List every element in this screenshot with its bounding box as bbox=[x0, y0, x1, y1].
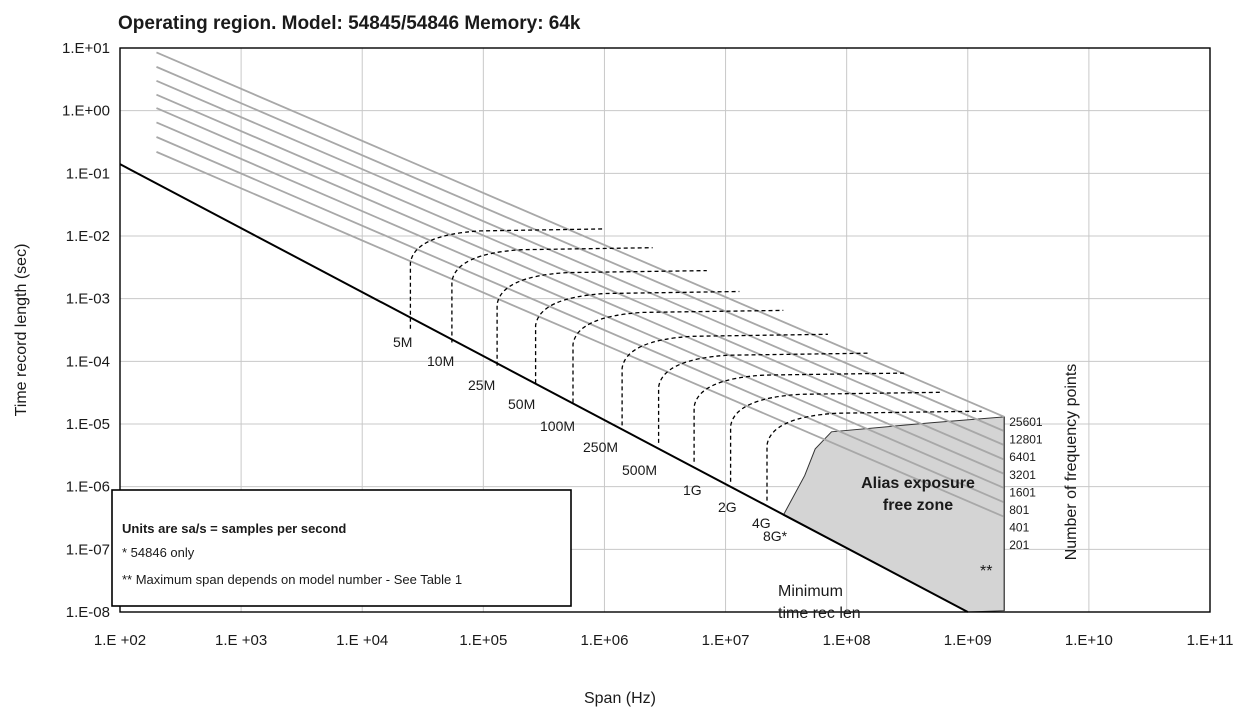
rate-label-100M: 100M bbox=[540, 418, 575, 434]
sample-rate-curve-100M bbox=[572, 309, 784, 403]
x-tick-labels: 1.E +02 1.E +03 1.E +04 1.E+05 1.E+06 1.E+07 1… bbox=[94, 632, 1234, 649]
notes-heading: Units are sa/s = samples per second bbox=[122, 521, 346, 536]
freq-label-201: 201 bbox=[1009, 538, 1029, 552]
alias-zone-label-line2: free zone bbox=[883, 497, 953, 514]
freq-label-401: 401 bbox=[1009, 521, 1029, 535]
sample-rate-curve-2G bbox=[729, 391, 941, 482]
rate-label-250M: 250M bbox=[583, 439, 618, 455]
alias-zone-label-line1: Alias exposure bbox=[861, 475, 975, 492]
freq-label-6401: 6401 bbox=[1009, 450, 1036, 464]
y-tick-label-2: 1.E-01 bbox=[66, 165, 110, 182]
sample-rate-curve-500M bbox=[657, 352, 869, 443]
freq-line-201 bbox=[156, 151, 1005, 518]
y-tick-label-9: 1.E-08 bbox=[66, 604, 110, 621]
y-tick-label-7: 1.E-06 bbox=[66, 479, 110, 496]
rate-label-5M: 5M bbox=[393, 334, 412, 350]
freq-line-6401 bbox=[156, 79, 1005, 446]
freq-line-25601 bbox=[156, 51, 1005, 418]
min-time-label-line1: Minimum bbox=[778, 583, 843, 600]
notes-line2: ** Maximum span depends on model number … bbox=[122, 572, 462, 587]
y-tick-label-0: 1.E+01 bbox=[62, 40, 110, 57]
rate-label-25M: 25M bbox=[468, 377, 495, 393]
frequency-points-axis-label: Number of frequency points bbox=[1063, 364, 1080, 561]
chart-title: Operating region. Model: 54845/54846 Mem… bbox=[118, 13, 581, 34]
y-tick-label-3: 1.E-02 bbox=[66, 228, 110, 245]
notes-box-frame bbox=[111, 489, 572, 607]
freq-label-3201: 3201 bbox=[1009, 468, 1036, 482]
freq-line-12801 bbox=[156, 66, 1005, 432]
freq-label-12801: 12801 bbox=[1009, 433, 1043, 447]
rate-label-2G: 2G bbox=[718, 499, 737, 515]
x-tick-label-6: 1.E+08 bbox=[823, 632, 871, 649]
x-axis-label: Span (Hz) bbox=[584, 690, 656, 707]
freq-line-801 bbox=[156, 121, 1005, 489]
rate-label-10M: 10M bbox=[427, 353, 454, 369]
x-tick-label-4: 1.E+06 bbox=[580, 632, 628, 649]
sample-rate-curves bbox=[409, 228, 982, 501]
y-tick-label-4: 1.E-03 bbox=[66, 291, 110, 308]
y-tick-label-1: 1.E+00 bbox=[62, 103, 110, 120]
sample-rate-curve-250M bbox=[621, 333, 828, 426]
freq-label-801: 801 bbox=[1009, 503, 1029, 517]
sample-rate-curve-4G bbox=[766, 410, 982, 501]
y-tick-label-8: 1.E-07 bbox=[66, 541, 110, 558]
x-tick-label-9: 1.E+11 bbox=[1187, 632, 1234, 649]
x-tick-label-8: 1.E+10 bbox=[1065, 632, 1113, 649]
freq-line-401 bbox=[156, 136, 1005, 504]
rate-label-4G: 4G bbox=[752, 515, 771, 531]
sample-rate-curve-50M bbox=[534, 290, 740, 384]
frequency-point-lines bbox=[156, 51, 1005, 611]
y-tick-label-6: 1.E-05 bbox=[66, 416, 110, 433]
freq-line-3201 bbox=[156, 93, 1005, 461]
rate-label-50M: 50M bbox=[508, 396, 535, 412]
freq-label-1601: 1601 bbox=[1009, 485, 1036, 499]
min-time-line-group bbox=[119, 163, 969, 613]
notes-line1: * 54846 only bbox=[122, 545, 195, 560]
freq-line-1601 bbox=[156, 107, 1005, 475]
x-tick-label-2: 1.E +04 bbox=[336, 632, 388, 649]
rate-label-500M: 500M bbox=[622, 462, 657, 478]
x-tick-label-1: 1.E +03 bbox=[215, 632, 267, 649]
freq-label-25601: 25601 bbox=[1009, 415, 1043, 429]
x-tick-label-5: 1.E+07 bbox=[702, 632, 750, 649]
frequency-point-labels: 25601 12801 6401 3201 1601 801 401 201 bbox=[1009, 415, 1043, 552]
rate-label-1G: 1G bbox=[683, 482, 702, 498]
sample-rate-curve-10M bbox=[451, 247, 653, 343]
sample-rate-curve-25M bbox=[496, 269, 707, 366]
rate-label-8G*: 8G* bbox=[763, 528, 788, 544]
sample-rate-curve-1G bbox=[693, 372, 905, 462]
min-time-line bbox=[119, 163, 969, 613]
x-tick-label-3: 1.E+05 bbox=[459, 632, 507, 649]
x-tick-label-0: 1.E +02 bbox=[94, 632, 146, 649]
y-axis-label: Time record length (sec) bbox=[13, 244, 30, 417]
notes-box: Units are sa/s = samples per second * 54… bbox=[111, 489, 572, 607]
alias-zone-marker: ** bbox=[980, 563, 992, 580]
y-tick-labels: 1.E+01 1.E+00 1.E-01 1.E-02 1.E-03 1.E-04 1.E-… bbox=[62, 40, 110, 621]
plot-frame bbox=[119, 47, 1211, 613]
x-tick-label-7: 1.E+09 bbox=[944, 632, 992, 649]
min-time-label-line2: time rec len bbox=[778, 605, 861, 622]
y-tick-label-5: 1.E-04 bbox=[66, 353, 110, 370]
